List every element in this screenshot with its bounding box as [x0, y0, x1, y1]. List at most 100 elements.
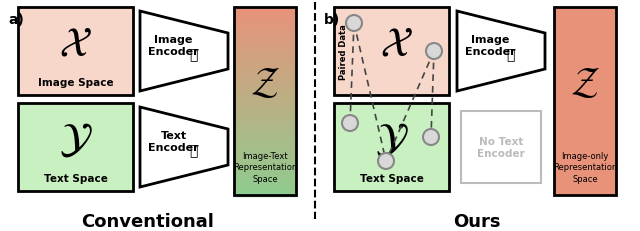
Bar — [234, 162, 296, 164]
Bar — [234, 116, 296, 118]
Text: $\mathcal{Z}$: $\mathcal{Z}$ — [570, 64, 600, 101]
Bar — [334, 8, 449, 96]
Bar — [234, 91, 296, 93]
Bar — [234, 53, 296, 55]
Bar — [234, 191, 296, 192]
Bar — [234, 8, 296, 10]
Text: Text
Encoder: Text Encoder — [148, 131, 199, 152]
Bar — [234, 170, 296, 172]
Bar — [234, 81, 296, 83]
Text: $\mathcal{X}$: $\mathcal{X}$ — [380, 23, 413, 65]
Bar — [234, 187, 296, 189]
Bar — [234, 46, 296, 47]
Bar — [234, 175, 296, 177]
Bar — [234, 69, 296, 71]
Bar — [234, 114, 296, 116]
Text: Image
Encoder: Image Encoder — [465, 35, 516, 57]
Bar — [234, 41, 296, 43]
Bar — [234, 59, 296, 61]
Bar — [234, 14, 296, 16]
Polygon shape — [140, 12, 228, 92]
Bar — [234, 98, 296, 100]
Bar — [234, 97, 296, 99]
Text: $\mathcal{Y}$: $\mathcal{Y}$ — [374, 119, 408, 160]
Text: $\mathcal{X}$: $\mathcal{X}$ — [59, 23, 92, 65]
Bar — [234, 150, 296, 152]
Bar — [234, 16, 296, 18]
Bar — [234, 127, 296, 129]
Bar — [234, 125, 296, 127]
Text: Image Space: Image Space — [38, 78, 113, 88]
Bar — [461, 112, 541, 183]
Bar — [234, 9, 296, 12]
Bar — [234, 61, 296, 63]
Bar — [234, 164, 296, 166]
Bar — [234, 72, 296, 74]
Polygon shape — [140, 108, 228, 187]
Bar — [234, 108, 296, 110]
Bar — [234, 159, 296, 161]
Circle shape — [423, 129, 439, 145]
Bar — [234, 33, 296, 35]
Bar — [234, 67, 296, 69]
Bar — [234, 8, 296, 195]
Text: 🔥: 🔥 — [189, 143, 198, 157]
Bar — [234, 152, 296, 154]
Bar — [234, 140, 296, 143]
Text: Image
Encoder: Image Encoder — [148, 35, 199, 57]
Bar — [234, 102, 296, 104]
Bar — [234, 117, 296, 119]
Bar — [234, 83, 296, 85]
Bar — [234, 122, 296, 124]
Bar — [234, 36, 296, 38]
Bar — [234, 148, 296, 150]
Bar — [234, 105, 296, 107]
Bar — [234, 38, 296, 40]
Bar — [234, 147, 296, 149]
Bar — [234, 181, 296, 183]
Bar — [234, 28, 296, 30]
Bar — [234, 186, 296, 188]
Bar — [234, 21, 296, 22]
Bar — [234, 145, 296, 147]
Bar — [234, 178, 296, 180]
Bar — [234, 130, 296, 132]
Bar — [234, 155, 296, 157]
Bar — [234, 128, 296, 130]
Bar — [234, 19, 296, 21]
Bar — [234, 78, 296, 80]
Text: b): b) — [324, 13, 340, 27]
Text: Paired Data: Paired Data — [339, 24, 348, 79]
Circle shape — [378, 153, 394, 169]
Bar — [234, 39, 296, 41]
Circle shape — [426, 44, 442, 60]
Bar — [234, 100, 296, 102]
Bar — [234, 183, 296, 185]
Circle shape — [342, 116, 358, 131]
Text: $\mathcal{Y}$: $\mathcal{Y}$ — [59, 119, 92, 160]
Text: a): a) — [8, 13, 24, 27]
Bar — [234, 184, 296, 186]
Bar — [234, 158, 296, 160]
Bar — [234, 133, 296, 135]
Bar — [234, 44, 296, 46]
Bar — [234, 92, 296, 94]
Bar — [234, 75, 296, 77]
Bar — [234, 24, 296, 26]
Bar — [234, 136, 296, 138]
Bar — [234, 142, 296, 144]
Bar — [234, 64, 296, 66]
Bar — [234, 139, 296, 141]
Bar — [234, 42, 296, 44]
Text: Text Space: Text Space — [44, 173, 108, 183]
Bar — [234, 123, 296, 125]
Bar — [234, 31, 296, 33]
Bar — [234, 192, 296, 194]
Bar — [234, 167, 296, 169]
Bar — [234, 172, 296, 174]
Bar — [234, 70, 296, 73]
Bar — [234, 131, 296, 133]
Bar — [234, 176, 296, 179]
Bar — [234, 58, 296, 60]
Bar — [234, 94, 296, 96]
